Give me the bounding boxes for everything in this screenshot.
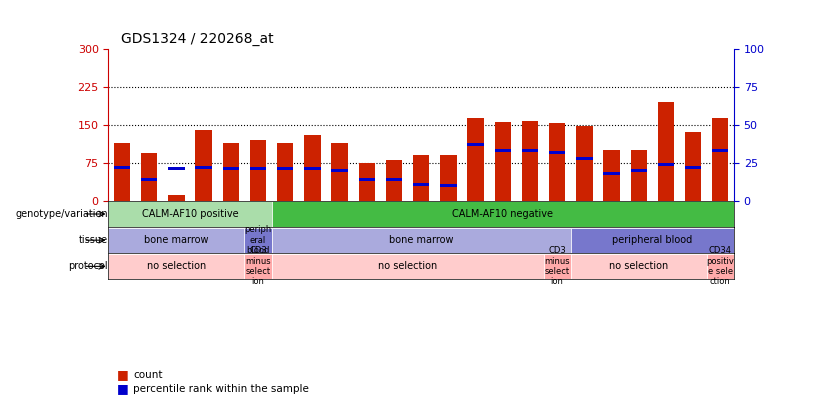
Bar <box>576 126 592 201</box>
Text: CD3
minus
select
ion: CD3 minus select ion <box>245 246 271 286</box>
Bar <box>467 143 484 146</box>
Text: no selection: no selection <box>378 261 437 271</box>
Text: CALM-AF10 positive: CALM-AF10 positive <box>142 209 239 219</box>
Bar <box>576 157 592 160</box>
Bar <box>386 178 402 181</box>
Text: tissue: tissue <box>78 235 108 245</box>
Bar <box>250 167 266 171</box>
Bar <box>495 149 511 152</box>
FancyBboxPatch shape <box>570 228 734 253</box>
FancyBboxPatch shape <box>108 228 244 253</box>
FancyBboxPatch shape <box>706 254 734 279</box>
Bar <box>603 172 620 175</box>
FancyBboxPatch shape <box>544 254 570 279</box>
Bar <box>168 167 184 171</box>
Bar <box>304 167 320 171</box>
Bar <box>168 195 184 201</box>
FancyBboxPatch shape <box>570 254 706 279</box>
Text: CD3
minus
select
ion: CD3 minus select ion <box>545 246 570 286</box>
Bar <box>195 166 212 169</box>
Bar <box>685 132 701 201</box>
Text: peripheral blood: peripheral blood <box>612 235 692 245</box>
Bar <box>631 150 647 201</box>
Bar <box>304 135 320 201</box>
Bar <box>495 122 511 201</box>
Bar <box>658 102 674 201</box>
Text: no selection: no selection <box>147 261 206 271</box>
Bar <box>386 160 402 201</box>
Bar <box>712 118 728 201</box>
Bar <box>413 155 430 201</box>
Bar <box>277 167 294 171</box>
Bar <box>685 166 701 169</box>
Bar <box>331 169 348 172</box>
Bar <box>440 184 456 187</box>
Text: bone marrow: bone marrow <box>144 235 208 245</box>
Text: CALM-AF10 negative: CALM-AF10 negative <box>452 209 553 219</box>
Text: GDS1324 / 220268_at: GDS1324 / 220268_at <box>121 32 274 46</box>
Bar <box>359 178 375 181</box>
Bar <box>603 150 620 201</box>
Bar <box>549 151 565 153</box>
Bar <box>277 143 294 201</box>
FancyBboxPatch shape <box>108 201 272 226</box>
FancyBboxPatch shape <box>108 254 244 279</box>
Bar <box>223 143 239 201</box>
Text: no selection: no selection <box>609 261 668 271</box>
Bar <box>549 123 565 201</box>
Bar <box>195 130 212 201</box>
FancyBboxPatch shape <box>244 254 272 279</box>
Text: bone marrow: bone marrow <box>389 235 454 245</box>
Text: percentile rank within the sample: percentile rank within the sample <box>133 384 309 394</box>
Bar <box>223 167 239 171</box>
Bar <box>522 149 538 152</box>
FancyBboxPatch shape <box>244 228 272 253</box>
Bar <box>114 143 130 201</box>
Bar <box>658 163 674 166</box>
Bar <box>712 149 728 152</box>
Bar <box>114 166 130 169</box>
Bar <box>440 155 456 201</box>
Bar <box>522 121 538 201</box>
Bar <box>413 183 430 185</box>
Text: ■: ■ <box>117 368 128 381</box>
Text: genotype/variation: genotype/variation <box>15 209 108 219</box>
Bar <box>359 163 375 201</box>
Bar <box>250 140 266 201</box>
Text: periph
eral
blood: periph eral blood <box>244 225 272 255</box>
Text: protocol: protocol <box>68 261 108 271</box>
FancyBboxPatch shape <box>272 201 734 226</box>
Text: count: count <box>133 370 163 379</box>
Bar <box>141 153 158 201</box>
Bar <box>331 143 348 201</box>
Text: CD34
positiv
e sele
ction: CD34 positiv e sele ction <box>706 246 734 286</box>
Bar <box>141 178 158 181</box>
Bar <box>467 118 484 201</box>
Text: ■: ■ <box>117 382 128 395</box>
Bar <box>631 169 647 172</box>
FancyBboxPatch shape <box>272 228 570 253</box>
FancyBboxPatch shape <box>272 254 544 279</box>
